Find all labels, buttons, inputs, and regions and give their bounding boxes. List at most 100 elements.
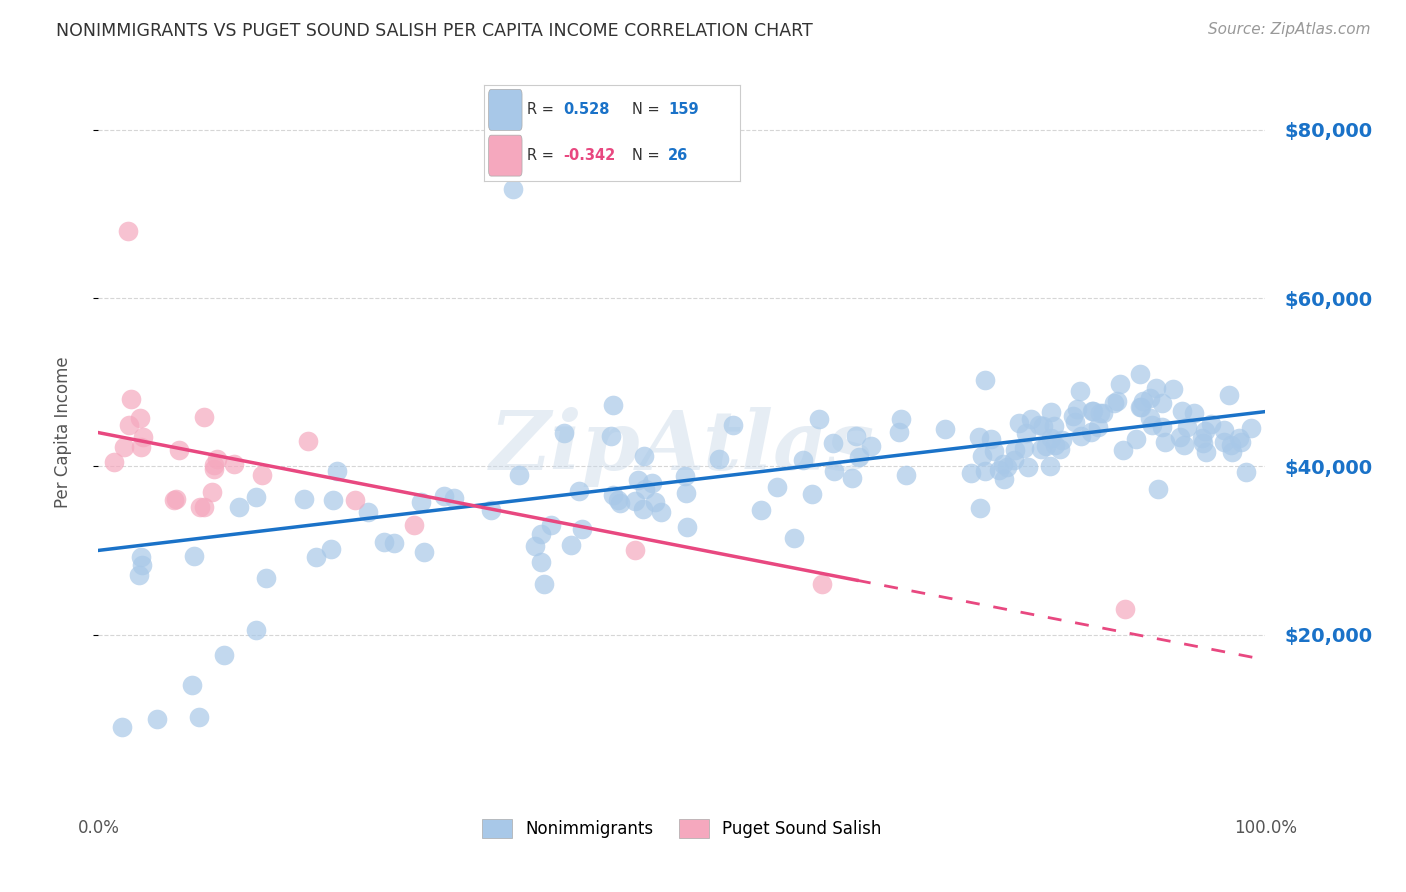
Point — [1213, 434, 1236, 449]
Point — [624, 543, 647, 558]
Point — [1108, 377, 1130, 392]
Point — [640, 475, 662, 490]
Point — [1107, 393, 1129, 408]
Point — [1191, 431, 1213, 445]
Point — [1140, 417, 1163, 432]
Point — [1234, 465, 1257, 479]
Point — [530, 526, 553, 541]
Point — [553, 426, 575, 441]
Point — [1132, 394, 1154, 409]
Point — [560, 538, 582, 552]
Point — [305, 550, 328, 565]
Point — [1088, 406, 1111, 420]
Point — [1194, 425, 1216, 439]
Point — [165, 491, 187, 506]
Point — [650, 505, 672, 519]
Point — [823, 436, 845, 450]
Point — [1125, 432, 1147, 446]
Point — [890, 411, 912, 425]
Point — [1035, 439, 1057, 453]
Point — [254, 571, 277, 585]
Point — [1032, 419, 1054, 434]
Point — [128, 567, 150, 582]
Point — [413, 545, 436, 559]
Point — [749, 502, 772, 516]
Point — [967, 429, 990, 443]
Point — [845, 429, 868, 443]
Legend: Nonimmigrants, Puget Sound Salish: Nonimmigrants, Puget Sound Salish — [474, 810, 890, 847]
Point — [1192, 436, 1215, 450]
Point — [131, 558, 153, 572]
Point — [103, 455, 125, 469]
Point — [1102, 396, 1125, 410]
Point — [1087, 420, 1109, 434]
Point — [1062, 409, 1084, 423]
Point — [1040, 405, 1063, 419]
Point — [1220, 438, 1243, 452]
Point — [1069, 384, 1091, 399]
Point — [1154, 434, 1177, 449]
Point — [633, 449, 655, 463]
Point — [675, 486, 697, 500]
Point — [721, 417, 744, 432]
Point — [540, 517, 562, 532]
Point — [993, 472, 1015, 486]
Point — [297, 434, 319, 448]
Point — [1129, 400, 1152, 414]
Point — [132, 430, 155, 444]
Point — [1129, 400, 1152, 414]
Point — [1039, 459, 1062, 474]
Point — [991, 457, 1014, 471]
Point — [1182, 406, 1205, 420]
Point — [250, 467, 273, 482]
Point — [848, 450, 870, 464]
Point — [1218, 388, 1240, 402]
Point — [292, 491, 315, 506]
Point — [1043, 419, 1066, 434]
Point — [1220, 445, 1243, 459]
Point — [530, 555, 553, 569]
Point — [972, 449, 994, 463]
Point — [887, 425, 910, 440]
Point — [1017, 459, 1039, 474]
Point — [974, 373, 997, 387]
Point — [193, 500, 215, 514]
Point — [980, 432, 1002, 446]
Text: ZipAtlas: ZipAtlas — [489, 408, 875, 487]
Point — [568, 483, 591, 498]
Point — [1199, 417, 1222, 431]
Point — [1007, 416, 1029, 430]
Point — [783, 531, 806, 545]
Point — [117, 224, 139, 238]
Point — [1004, 443, 1026, 458]
Point — [602, 488, 624, 502]
Point — [1239, 420, 1261, 434]
Point — [502, 181, 524, 195]
Y-axis label: Per Capita Income: Per Capita Income — [53, 357, 72, 508]
Point — [1173, 437, 1195, 451]
Point — [202, 458, 225, 472]
Point — [1070, 429, 1092, 443]
Point — [673, 468, 696, 483]
Point — [969, 500, 991, 515]
Point — [245, 490, 267, 504]
Point — [709, 452, 731, 467]
Point — [823, 464, 845, 478]
Point — [807, 412, 830, 426]
Point — [357, 505, 380, 519]
Point — [1112, 443, 1135, 458]
Point — [163, 492, 186, 507]
Point — [1144, 380, 1167, 394]
Point — [1230, 434, 1253, 449]
Point — [1227, 430, 1250, 444]
Point — [202, 462, 225, 476]
Point — [129, 550, 152, 565]
Point — [169, 442, 191, 457]
Point — [571, 522, 593, 536]
Point — [433, 489, 456, 503]
Point — [188, 709, 211, 723]
Point — [1171, 404, 1194, 418]
Point — [1031, 442, 1053, 457]
Point — [1080, 404, 1102, 418]
Point — [1212, 424, 1234, 438]
